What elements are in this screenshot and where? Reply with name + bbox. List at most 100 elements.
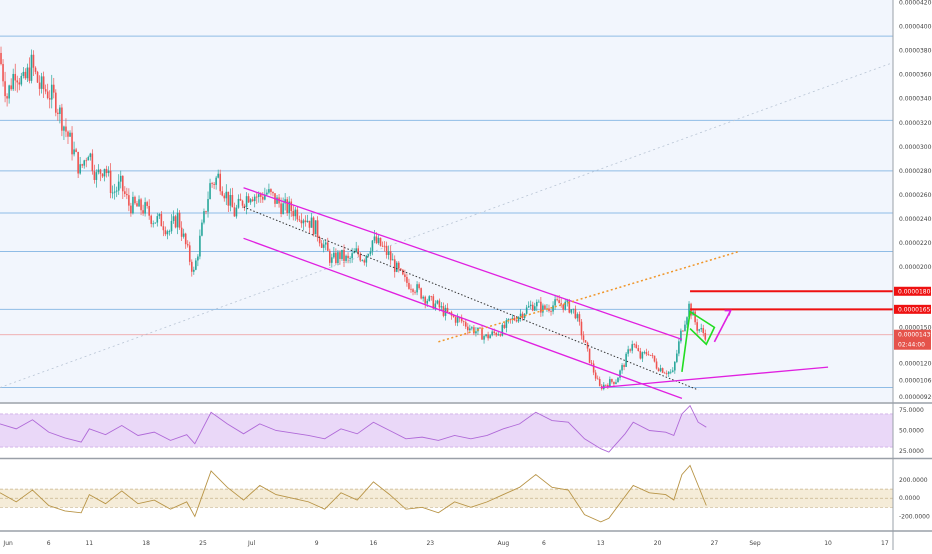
rsi-panel[interactable] [0, 404, 893, 457]
candle[interactable] [259, 194, 262, 197]
candle[interactable] [613, 381, 615, 384]
candle[interactable] [489, 335, 491, 339]
candle[interactable] [91, 153, 94, 172]
candle[interactable] [219, 173, 222, 192]
candle[interactable] [107, 170, 110, 174]
candle[interactable] [436, 300, 439, 304]
candle[interactable] [16, 80, 19, 83]
candle[interactable] [422, 296, 424, 299]
candle[interactable] [452, 315, 455, 317]
candle[interactable] [467, 326, 469, 331]
candle[interactable] [249, 199, 252, 203]
candle[interactable] [629, 349, 631, 351]
candle[interactable] [473, 327, 475, 334]
candle[interactable] [243, 205, 246, 208]
candle[interactable] [540, 301, 542, 313]
candle[interactable] [408, 282, 410, 289]
candle[interactable] [680, 330, 682, 342]
candle[interactable] [134, 196, 136, 204]
candle[interactable] [578, 314, 581, 322]
candle[interactable] [702, 328, 705, 334]
candle[interactable] [507, 318, 510, 321]
candle[interactable] [128, 195, 130, 206]
candle[interactable] [379, 237, 382, 246]
candle[interactable] [471, 327, 473, 329]
candle[interactable] [284, 199, 286, 204]
candle[interactable] [203, 211, 205, 223]
candle[interactable] [2, 64, 4, 82]
candle[interactable] [499, 334, 502, 336]
candle[interactable] [347, 255, 349, 259]
bull-flag[interactable] [681, 310, 716, 373]
candle[interactable] [389, 251, 392, 261]
candle[interactable] [136, 203, 138, 207]
candle[interactable] [121, 175, 124, 192]
candle[interactable] [316, 220, 319, 238]
candle[interactable] [247, 196, 250, 203]
candle[interactable] [493, 331, 495, 333]
candle[interactable] [132, 196, 134, 214]
candle[interactable] [395, 262, 398, 272]
candle[interactable] [637, 348, 640, 352]
candle[interactable] [300, 220, 303, 224]
candle[interactable] [233, 207, 236, 217]
candle[interactable] [430, 296, 433, 298]
candle[interactable] [339, 252, 341, 259]
candle[interactable] [568, 300, 571, 313]
candle[interactable] [237, 198, 240, 208]
candle[interactable] [521, 313, 524, 319]
candle[interactable] [124, 191, 126, 194]
candle[interactable] [180, 227, 183, 237]
candle[interactable] [12, 73, 14, 90]
rsi-line[interactable] [0, 404, 707, 453]
candle[interactable] [109, 170, 112, 193]
candle[interactable] [312, 217, 315, 235]
candle[interactable] [446, 307, 449, 313]
price-panel[interactable] [0, 0, 894, 402]
candle[interactable] [59, 107, 61, 114]
candle[interactable] [694, 311, 696, 323]
candle[interactable] [645, 352, 648, 355]
candle[interactable] [178, 212, 181, 228]
candle[interactable] [369, 251, 372, 255]
candle[interactable] [341, 249, 343, 259]
candle[interactable] [36, 71, 39, 83]
candle[interactable] [257, 194, 260, 197]
candle[interactable] [211, 183, 213, 184]
candle[interactable] [647, 354, 650, 355]
candle[interactable] [643, 352, 646, 353]
candle[interactable] [229, 194, 232, 206]
candle[interactable] [617, 377, 619, 383]
candle[interactable] [625, 353, 627, 367]
candle[interactable] [566, 300, 569, 302]
candle[interactable] [385, 245, 388, 255]
candle[interactable] [221, 191, 224, 196]
candle[interactable] [115, 190, 118, 192]
candle[interactable] [469, 328, 471, 331]
candle[interactable] [576, 314, 579, 319]
candle[interactable] [438, 300, 441, 308]
candle[interactable] [525, 307, 528, 314]
candle[interactable] [460, 318, 463, 322]
candle[interactable] [314, 220, 317, 235]
candle[interactable] [55, 92, 57, 113]
candle[interactable] [623, 365, 625, 367]
candle[interactable] [266, 192, 268, 195]
candle[interactable] [184, 233, 187, 245]
candle[interactable] [503, 324, 506, 328]
candle[interactable] [8, 85, 10, 99]
candle[interactable] [511, 317, 514, 320]
candle[interactable] [391, 259, 394, 261]
candle[interactable] [32, 54, 35, 68]
candle[interactable] [170, 220, 173, 232]
drawings[interactable] [243, 187, 893, 399]
candle[interactable] [331, 257, 333, 263]
candle[interactable] [536, 301, 538, 307]
candle[interactable] [209, 183, 211, 200]
candle[interactable] [199, 235, 201, 257]
candle[interactable] [615, 382, 617, 384]
candle[interactable] [513, 317, 516, 321]
candle[interactable] [609, 379, 611, 387]
candle[interactable] [398, 262, 400, 269]
candle[interactable] [627, 349, 629, 354]
